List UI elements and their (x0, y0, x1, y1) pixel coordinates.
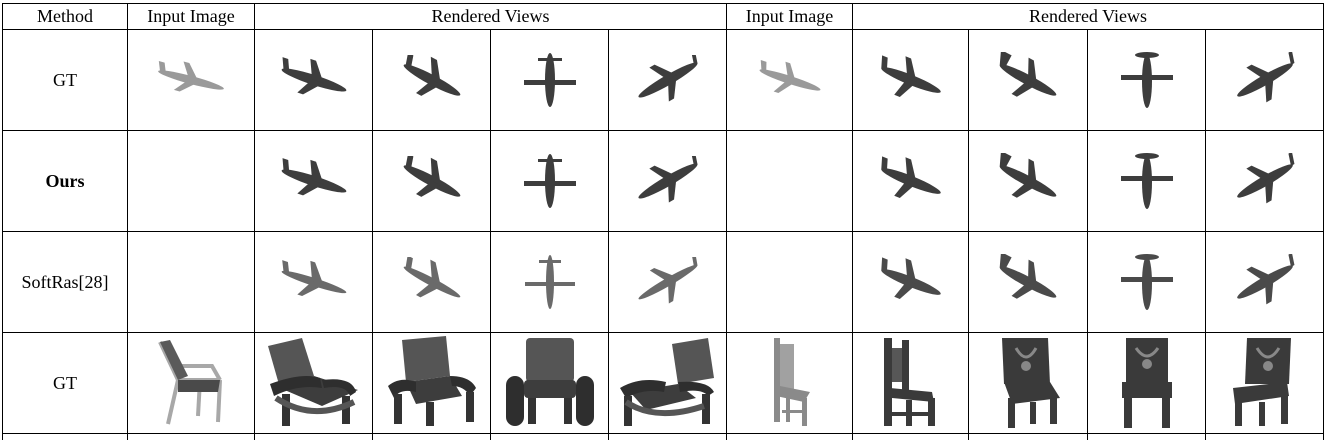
render-cell (853, 333, 969, 434)
render-cell (1206, 333, 1324, 434)
header-rendered-views-1: Rendered Views (255, 4, 727, 30)
airplane-render-view-3 (520, 151, 580, 211)
render-cell (491, 232, 609, 333)
render-cell (1088, 232, 1206, 333)
render-cell (853, 30, 969, 131)
render-cell (853, 232, 969, 333)
render-cell (1206, 30, 1324, 131)
chair-render-view-3 (1112, 336, 1182, 430)
input-image-cell (727, 333, 853, 434)
header-input-image-1: Input Image (128, 4, 255, 30)
render-cell (853, 131, 969, 232)
airplane-render-view-3 (1117, 150, 1177, 212)
airplane-render-view-4 (628, 55, 708, 105)
table-row: SoftRas[28] (3, 232, 1324, 333)
airplane-render-view-2 (392, 55, 472, 105)
header-input-image-2: Input Image (727, 4, 853, 30)
render-cell (255, 232, 373, 333)
airplane-render-view-4 (1225, 153, 1305, 209)
armchair-render-view-4 (616, 336, 720, 430)
render-cell (255, 333, 373, 434)
render-cell (255, 131, 373, 232)
render-cell (491, 131, 609, 232)
method-cell: Ours (3, 131, 128, 232)
chair-render-view-1 (876, 336, 946, 430)
table-row-partial (3, 434, 1324, 440)
table-row: Ours (3, 131, 1324, 232)
airplane-render-view-3 (520, 50, 580, 110)
input-image-cell (128, 30, 255, 131)
airplane-render-view-1 (871, 52, 951, 108)
header-rendered-views-2: Rendered Views (853, 4, 1324, 30)
input-image-cell (727, 131, 853, 232)
airplane-render-view-3 (1117, 251, 1177, 313)
input-image-cell (128, 232, 255, 333)
airplane-render-view-4 (628, 257, 708, 307)
input-image-cell (128, 131, 255, 232)
airplane-render-view-3 (1117, 49, 1177, 111)
input-image-cell (128, 333, 255, 434)
airplane-render-view-4 (1225, 254, 1305, 310)
render-cell (1206, 232, 1324, 333)
table-row: GT (3, 30, 1324, 131)
airplane-render-view-4 (1225, 52, 1305, 108)
method-cell: SoftRas[28] (3, 232, 128, 333)
airplane-input-image (151, 60, 231, 100)
chair-render-view-4 (1225, 336, 1305, 430)
render-cell (609, 333, 727, 434)
render-cell (373, 333, 491, 434)
armchair-render-view-2 (380, 336, 484, 430)
render-cell (373, 232, 491, 333)
render-cell (1088, 30, 1206, 131)
comparison-table: Method Input Image Rendered Views Input … (2, 3, 1324, 440)
airplane-input-image (750, 60, 830, 100)
method-cell: GT (3, 30, 128, 131)
render-cell (609, 232, 727, 333)
airplane-render-view-1 (274, 156, 354, 206)
header-method: Method (3, 4, 128, 30)
render-cell (373, 30, 491, 131)
airplane-render-view-2 (392, 156, 472, 206)
render-cell (969, 131, 1088, 232)
render-cell (609, 30, 727, 131)
airplane-render-view-1 (871, 153, 951, 209)
input-image-cell (727, 30, 853, 131)
chair-input-image (760, 336, 820, 430)
armchair-render-view-1 (262, 336, 366, 430)
airplane-render-view-2 (988, 153, 1068, 209)
table-row: GT (3, 333, 1324, 434)
render-cell (609, 131, 727, 232)
airplane-render-view-3 (520, 252, 580, 312)
render-cell (491, 30, 609, 131)
header-row: Method Input Image Rendered Views Input … (3, 4, 1324, 30)
render-cell (491, 333, 609, 434)
render-cell (373, 131, 491, 232)
airplane-render-view-2 (988, 254, 1068, 310)
render-cell (255, 30, 373, 131)
armchair-render-view-3 (498, 336, 602, 430)
armchair-input-image (148, 336, 234, 430)
method-cell: GT (3, 333, 128, 434)
airplane-render-view-1 (274, 257, 354, 307)
render-cell (1088, 333, 1206, 434)
render-cell (969, 30, 1088, 131)
airplane-render-view-1 (871, 254, 951, 310)
render-cell (1088, 131, 1206, 232)
airplane-render-view-2 (392, 257, 472, 307)
render-cell (1206, 131, 1324, 232)
airplane-render-view-1 (274, 55, 354, 105)
render-cell (969, 333, 1088, 434)
airplane-render-view-2 (988, 52, 1068, 108)
airplane-render-view-4 (628, 156, 708, 206)
chair-render-view-2 (988, 336, 1068, 430)
input-image-cell (727, 232, 853, 333)
render-cell (969, 232, 1088, 333)
